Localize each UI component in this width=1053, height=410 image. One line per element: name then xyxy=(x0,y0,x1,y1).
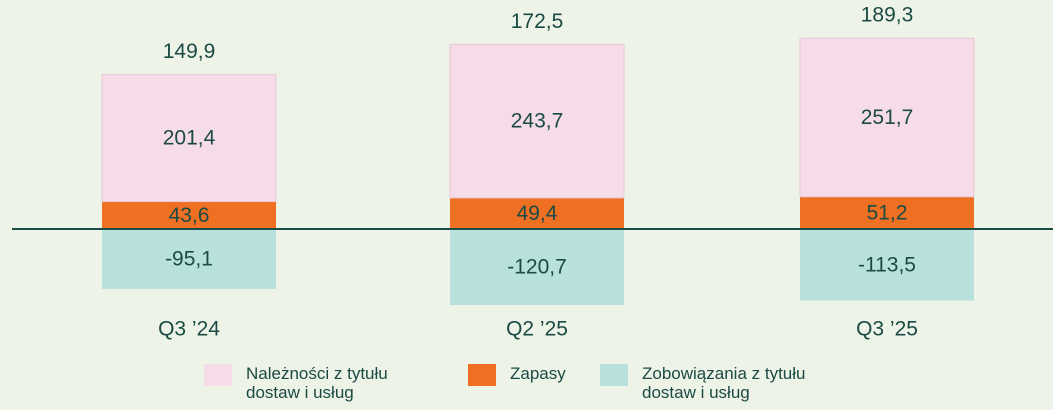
bar-segment xyxy=(800,196,974,229)
value-label: -113,5 xyxy=(858,253,916,276)
value-label: 43,6 xyxy=(169,204,210,227)
legend-label: Należności z tytułu dostaw i usług xyxy=(246,364,388,402)
chart: 43,6 201,4 -95,1 149,9 Q3 ’24 49,4 243,7 -120,7… xyxy=(12,4,1053,341)
value-label: 243,7 xyxy=(511,110,564,133)
bar-segment xyxy=(800,229,974,301)
legend-item: Należności z tytułu dostaw i usług xyxy=(204,364,416,402)
bar-segment xyxy=(799,37,975,198)
value-label: 51,2 xyxy=(867,201,908,224)
value-label: -120,7 xyxy=(507,256,567,279)
value-label: -95,1 xyxy=(165,248,213,271)
x-tick-label: Q2 ’25 xyxy=(506,318,568,341)
total-label: 172,5 xyxy=(511,10,564,33)
legend-item: Zobowiązania z tytułu dostaw i usług xyxy=(600,364,842,402)
legend-swatch xyxy=(468,364,496,386)
value-label: 201,4 xyxy=(163,127,216,150)
total-label: 189,3 xyxy=(861,4,914,27)
bar-segment xyxy=(102,201,276,229)
bar-segment xyxy=(450,197,624,229)
bar-segment xyxy=(101,74,277,203)
legend-label: Zobowiązania z tytułu dostaw i usług xyxy=(642,364,806,402)
bar-segment xyxy=(449,43,625,199)
value-label: 251,7 xyxy=(861,106,914,129)
legend: Należności z tytułu dostaw i usług Zapasy… xyxy=(0,364,1053,410)
legend-swatch xyxy=(204,364,232,386)
x-tick-label: Q3 ’25 xyxy=(856,318,918,341)
legend-item: Zapasy xyxy=(468,364,590,386)
x-tick-label: Q3 ’24 xyxy=(158,318,220,341)
legend-swatch xyxy=(600,364,628,386)
legend-label: Zapasy xyxy=(510,364,566,383)
bar-segment xyxy=(102,229,276,289)
bar-segment xyxy=(450,229,624,306)
total-label: 149,9 xyxy=(163,40,216,63)
value-label: 49,4 xyxy=(517,202,558,225)
